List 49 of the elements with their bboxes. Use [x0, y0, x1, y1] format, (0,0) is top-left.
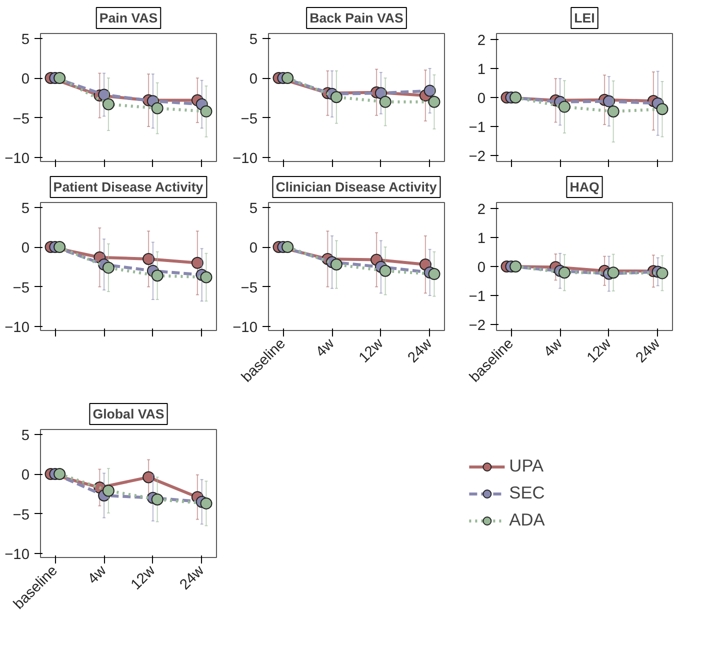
y-tick-label: 0	[477, 91, 486, 107]
x-tick-label: 4w	[85, 562, 110, 588]
y-tick-label: −10	[232, 320, 258, 336]
x-tick-label: 4w	[313, 336, 338, 360]
x-tick-label: 12w	[584, 336, 615, 366]
y-tick-label: −10	[4, 547, 30, 564]
y-tick-label: 0	[21, 240, 30, 257]
y-tick-label: 2	[477, 202, 486, 218]
chart-title: Global VAS	[92, 406, 164, 422]
x-tick-label: 12w	[128, 562, 159, 594]
chart-title: Back Pain VAS	[310, 10, 404, 26]
y-tick-label: 5	[249, 200, 258, 217]
x-tick-label: 24w	[405, 336, 436, 366]
chart-title: Patient Disease Activity	[53, 180, 204, 194]
y-tick-label: −1	[468, 120, 486, 136]
legend-label: SEC	[509, 482, 545, 504]
y-tick-label: −2	[468, 149, 486, 166]
y-tick-label: 0	[21, 72, 30, 88]
y-tick-label: 5	[21, 200, 30, 217]
y-tick-label: −10	[4, 320, 30, 336]
y-tick-label: 5	[21, 32, 30, 48]
x-tick-label: 12w	[356, 336, 387, 366]
y-tick-label: −10	[4, 151, 30, 168]
y-tick-label: −1	[468, 289, 486, 306]
y-tick-label: 0	[249, 72, 258, 88]
y-tick-label: 1	[477, 230, 486, 247]
x-tick-label: 24w	[177, 562, 208, 594]
y-tick-label: 2	[477, 32, 486, 49]
y-tick-label: 0	[477, 260, 486, 276]
y-tick-label: 1	[477, 62, 486, 78]
chart-title: Clinician Disease Activity	[276, 180, 438, 194]
legend-label: ADA	[509, 510, 545, 530]
x-tick-label: 4w	[541, 336, 566, 360]
y-tick-label: −2	[468, 318, 486, 334]
y-tick-label: 0	[249, 240, 258, 257]
x-tick-label: 24w	[633, 336, 664, 366]
chart-title: LEI	[574, 10, 595, 26]
chart-title: Pain VAS	[99, 10, 158, 26]
y-tick-label: −5	[12, 507, 30, 524]
y-tick-label: 0	[21, 468, 30, 484]
legend-label: UPA	[509, 456, 544, 476]
y-tick-label: −5	[12, 280, 30, 296]
chart-title: HAQ	[570, 180, 600, 194]
y-tick-label: −5	[240, 111, 258, 128]
y-tick-label: 5	[249, 32, 258, 48]
y-tick-label: −10	[232, 151, 258, 168]
y-tick-label: −5	[240, 280, 258, 296]
y-tick-label: −5	[12, 111, 30, 128]
y-tick-label: 5	[21, 428, 30, 444]
